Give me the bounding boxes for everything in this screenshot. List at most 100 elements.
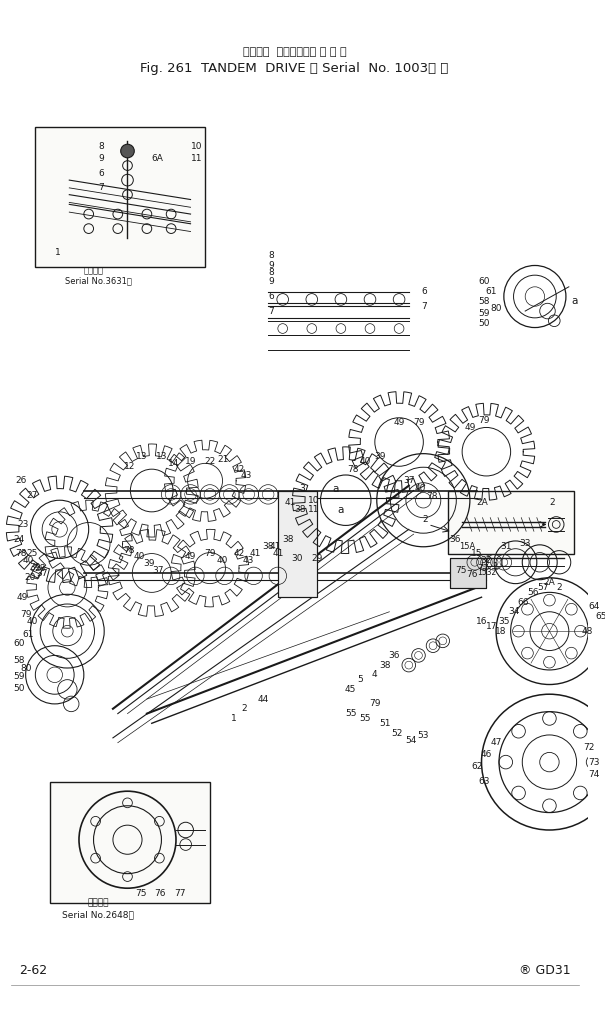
Text: 56: 56 bbox=[527, 588, 538, 597]
Text: 26: 26 bbox=[15, 477, 27, 486]
Text: 45: 45 bbox=[345, 684, 356, 694]
Text: 23: 23 bbox=[17, 520, 28, 529]
Text: 52: 52 bbox=[391, 728, 403, 737]
Text: 22: 22 bbox=[204, 457, 215, 465]
Bar bbox=[450, 559, 486, 587]
Text: 38: 38 bbox=[295, 505, 306, 514]
Text: 36: 36 bbox=[388, 651, 400, 660]
Text: 7: 7 bbox=[422, 302, 427, 310]
Text: 32: 32 bbox=[481, 556, 492, 565]
Text: 5: 5 bbox=[358, 675, 363, 684]
Text: 37: 37 bbox=[403, 477, 414, 486]
Text: 60: 60 bbox=[479, 278, 490, 287]
Text: 79: 79 bbox=[413, 418, 424, 427]
Text: 適用号機: 適用号機 bbox=[83, 267, 103, 276]
Text: 66: 66 bbox=[517, 597, 529, 606]
Text: 75: 75 bbox=[136, 888, 147, 897]
Text: 58: 58 bbox=[479, 297, 490, 306]
Text: 11: 11 bbox=[191, 154, 202, 163]
Text: 21: 21 bbox=[217, 455, 228, 464]
Text: 40: 40 bbox=[134, 552, 145, 561]
Text: 3: 3 bbox=[299, 484, 305, 493]
Text: 10: 10 bbox=[308, 496, 319, 505]
Text: 38: 38 bbox=[263, 542, 274, 552]
Text: 19: 19 bbox=[185, 457, 196, 465]
Text: 43: 43 bbox=[243, 556, 255, 565]
Text: 31: 31 bbox=[500, 542, 512, 552]
Text: a: a bbox=[333, 484, 339, 494]
Text: 41: 41 bbox=[250, 549, 261, 558]
Text: 55: 55 bbox=[345, 709, 356, 718]
Text: タンデム  ドライブ（適 用 号 機: タンデム ドライブ（適 用 号 機 bbox=[243, 47, 346, 57]
Text: 28: 28 bbox=[34, 564, 46, 573]
Text: 1: 1 bbox=[493, 562, 499, 571]
Text: 6: 6 bbox=[99, 168, 104, 177]
Text: 1: 1 bbox=[54, 248, 60, 258]
Text: 40: 40 bbox=[23, 556, 34, 565]
Text: 73: 73 bbox=[588, 757, 600, 767]
Text: 11: 11 bbox=[308, 505, 319, 514]
Text: 24: 24 bbox=[13, 534, 24, 544]
Text: 53: 53 bbox=[417, 731, 429, 740]
Text: 9: 9 bbox=[268, 261, 274, 270]
Text: Serial No.3631～: Serial No.3631～ bbox=[65, 277, 132, 286]
Text: 41: 41 bbox=[285, 498, 296, 507]
Text: 36: 36 bbox=[450, 534, 461, 544]
Text: 2: 2 bbox=[557, 583, 562, 592]
Text: 48: 48 bbox=[581, 627, 593, 636]
Text: 41: 41 bbox=[272, 549, 284, 558]
Text: 13: 13 bbox=[136, 452, 148, 461]
Text: 34: 34 bbox=[508, 607, 519, 617]
Text: 49: 49 bbox=[185, 552, 196, 561]
Bar bbox=[450, 559, 486, 587]
Text: 79: 79 bbox=[204, 549, 216, 558]
Text: a: a bbox=[338, 505, 344, 515]
Text: 9: 9 bbox=[99, 154, 104, 163]
Text: 41: 41 bbox=[269, 542, 281, 552]
Text: 33: 33 bbox=[520, 539, 531, 549]
Text: 76: 76 bbox=[155, 888, 166, 897]
Text: 51: 51 bbox=[379, 719, 390, 728]
Text: 42: 42 bbox=[234, 549, 244, 558]
Text: 61: 61 bbox=[23, 630, 34, 639]
Text: 18: 18 bbox=[495, 627, 506, 636]
Text: 25: 25 bbox=[27, 549, 38, 558]
Text: 8: 8 bbox=[99, 142, 104, 151]
Text: 47: 47 bbox=[491, 738, 502, 747]
Text: 4: 4 bbox=[372, 670, 378, 679]
Text: 40: 40 bbox=[27, 617, 38, 626]
Text: 80: 80 bbox=[490, 303, 502, 312]
Text: 15A: 15A bbox=[459, 542, 475, 552]
Text: 17: 17 bbox=[485, 622, 497, 631]
Text: 80: 80 bbox=[21, 663, 32, 672]
Text: 59: 59 bbox=[479, 309, 490, 318]
Bar bbox=[278, 491, 316, 597]
Text: 55: 55 bbox=[359, 714, 371, 723]
Text: 6: 6 bbox=[268, 292, 274, 301]
Text: 59: 59 bbox=[13, 672, 25, 681]
Text: 38: 38 bbox=[379, 660, 390, 669]
Text: 65: 65 bbox=[595, 612, 605, 622]
Text: 13: 13 bbox=[155, 452, 167, 461]
Circle shape bbox=[121, 144, 134, 158]
Text: 40: 40 bbox=[415, 484, 426, 493]
Text: 27: 27 bbox=[27, 491, 38, 500]
Text: 39: 39 bbox=[374, 452, 385, 461]
Text: 16: 16 bbox=[476, 617, 487, 626]
Text: 79: 79 bbox=[369, 700, 381, 709]
Text: 2: 2 bbox=[422, 515, 428, 524]
Text: 79: 79 bbox=[20, 610, 31, 620]
Bar bbox=[35, 127, 205, 268]
Text: 10: 10 bbox=[191, 142, 202, 151]
Text: ® GD31: ® GD31 bbox=[519, 964, 571, 977]
Text: 79: 79 bbox=[478, 416, 489, 425]
Text: 14: 14 bbox=[168, 459, 180, 467]
Text: 43: 43 bbox=[240, 472, 252, 481]
Text: 46: 46 bbox=[481, 749, 492, 758]
Text: 63: 63 bbox=[479, 777, 490, 786]
Text: 78: 78 bbox=[15, 549, 27, 558]
Text: 7: 7 bbox=[268, 306, 274, 315]
Text: 7: 7 bbox=[99, 184, 104, 193]
Text: 12: 12 bbox=[124, 461, 135, 470]
Text: 74: 74 bbox=[588, 771, 600, 779]
